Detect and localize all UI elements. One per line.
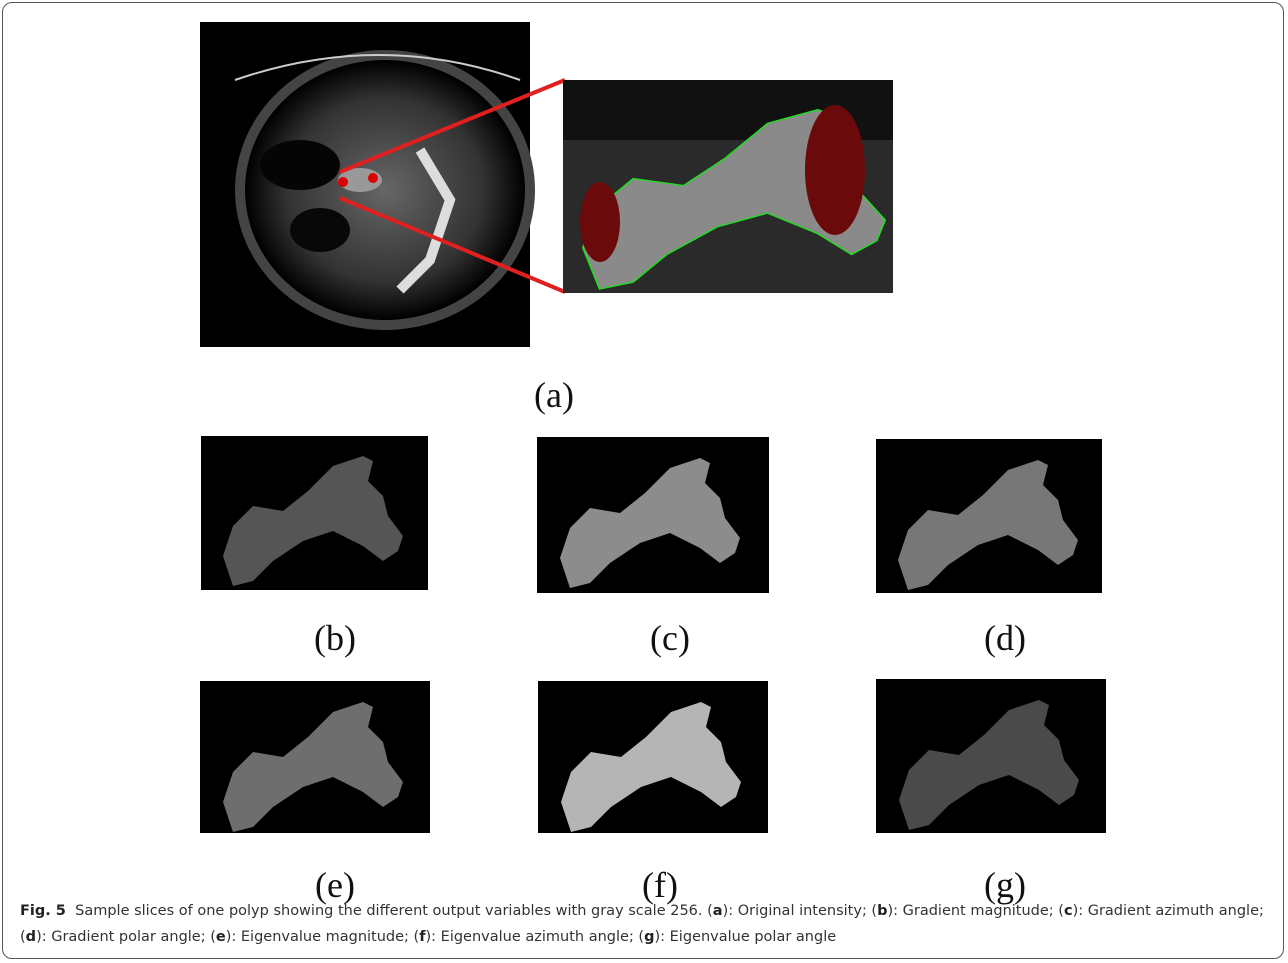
figure-images xyxy=(0,0,1288,900)
panel-g xyxy=(876,679,1106,833)
caption-letter: g xyxy=(644,929,654,945)
panel-c xyxy=(537,437,769,593)
panel-f xyxy=(538,681,768,833)
caption-letter: c xyxy=(1064,903,1073,919)
caption-letter: e xyxy=(216,929,226,945)
panel-label: (a) xyxy=(534,374,574,416)
panel-label: (c) xyxy=(650,617,690,659)
ct-slice xyxy=(200,22,535,347)
caption: Fig. 5 Sample slices of one polyp showin… xyxy=(20,898,1270,950)
caption-text: ): Eigenvalue azimuth angle; ( xyxy=(426,929,645,945)
caption-text: ): Original intensity; ( xyxy=(723,903,878,919)
panel-label: (d) xyxy=(984,617,1026,659)
caption-letter: d xyxy=(26,929,36,945)
caption-text: ): Eigenvalue polar angle xyxy=(654,929,836,945)
figure-page: (a) (b) (c) (d) (e) (f) (g) Fig. 5 Sampl… xyxy=(0,0,1288,963)
panel-d xyxy=(876,439,1102,593)
panel-label: (b) xyxy=(314,617,356,659)
caption-text: ): Gradient magnitude; ( xyxy=(887,903,1063,919)
caption-text: ): Eigenvalue magnitude; ( xyxy=(226,929,419,945)
caption-label: Fig. 5 xyxy=(20,903,66,919)
caption-letter: a xyxy=(713,903,723,919)
caption-letter: b xyxy=(877,903,887,919)
caption-text: ): Gradient polar angle; ( xyxy=(36,929,216,945)
zoom-image xyxy=(563,80,893,293)
panel-e xyxy=(200,681,430,833)
panel-b xyxy=(201,436,428,590)
caption-text: Sample slices of one polyp showing the d… xyxy=(75,903,713,919)
